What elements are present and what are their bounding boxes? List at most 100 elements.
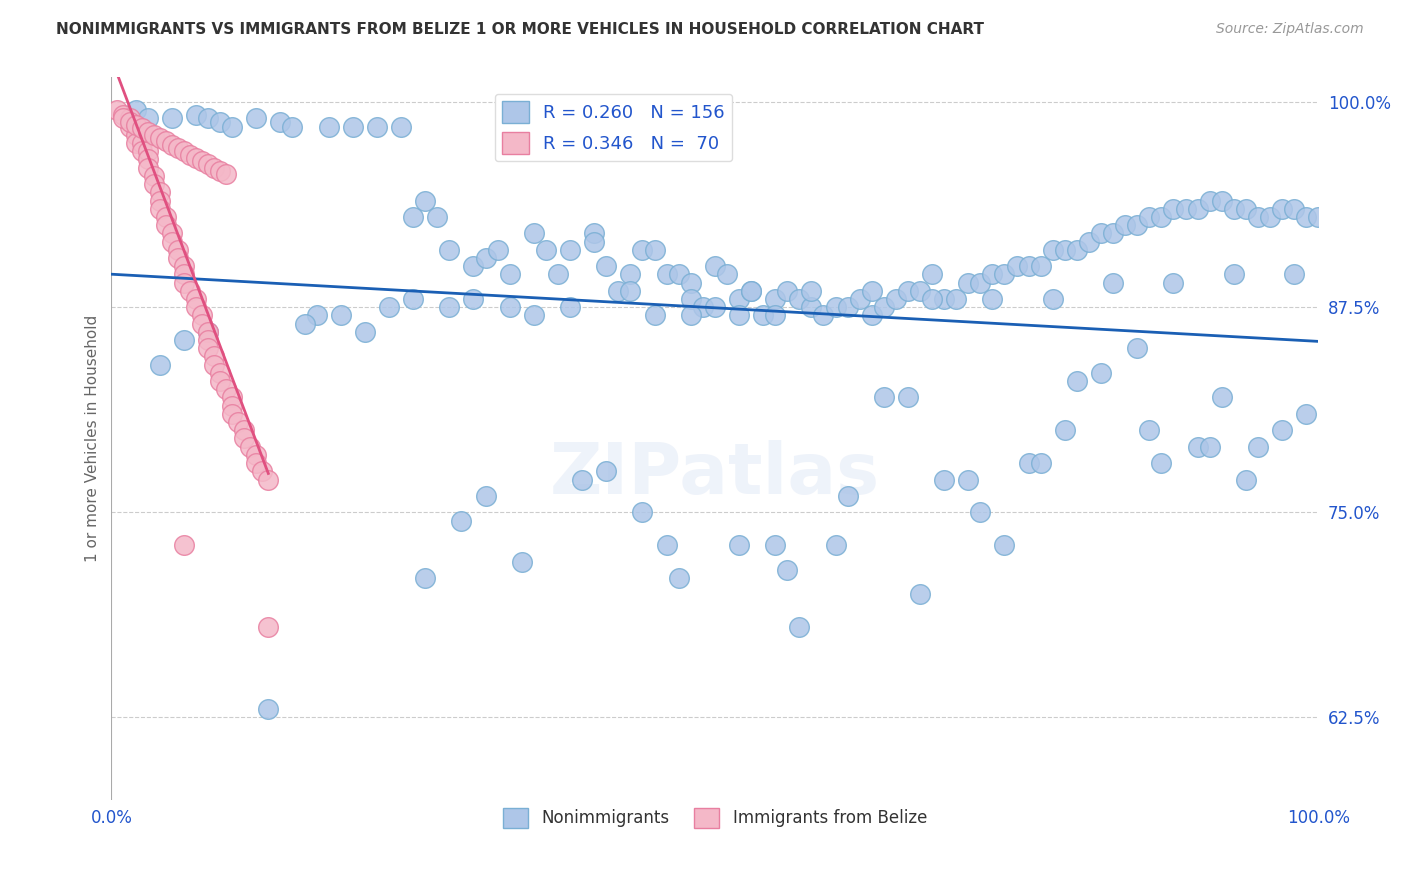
Point [463, 259, 485, 273]
Point [305, 309, 328, 323]
Point [202, 161, 225, 175]
Point [547, 268, 569, 282]
Point [149, 194, 172, 208]
Point [1223, 202, 1246, 216]
Point [631, 505, 654, 519]
Point [1282, 202, 1305, 216]
Point [957, 276, 980, 290]
Point [776, 284, 799, 298]
Point [619, 284, 641, 298]
Point [595, 259, 617, 273]
Point [149, 186, 172, 200]
Point [136, 125, 159, 139]
Point [233, 423, 256, 437]
Point [1029, 456, 1052, 470]
Point [1271, 202, 1294, 216]
Point [884, 292, 907, 306]
Point [166, 251, 188, 265]
Point [486, 243, 509, 257]
Point [439, 243, 461, 257]
Point [692, 300, 714, 314]
Point [318, 120, 340, 134]
Point [595, 464, 617, 478]
Point [1234, 473, 1257, 487]
Point [1005, 259, 1028, 273]
Point [474, 489, 496, 503]
Point [981, 292, 1004, 306]
Point [860, 309, 883, 323]
Point [149, 131, 172, 145]
Point [184, 300, 207, 314]
Point [1029, 259, 1052, 273]
Point [1053, 423, 1076, 437]
Point [1137, 210, 1160, 224]
Point [131, 136, 153, 150]
Point [124, 128, 146, 142]
Point [619, 268, 641, 282]
Y-axis label: 1 or more Vehicles in Household: 1 or more Vehicles in Household [86, 315, 100, 562]
Point [1066, 374, 1088, 388]
Point [728, 538, 751, 552]
Point [571, 473, 593, 487]
Point [558, 300, 581, 314]
Point [202, 350, 225, 364]
Point [160, 137, 183, 152]
Legend: Nonimmigrants, Immigrants from Belize: Nonimmigrants, Immigrants from Belize [496, 801, 934, 835]
Point [1018, 456, 1040, 470]
Point [583, 235, 606, 249]
Point [107, 103, 129, 118]
Point [499, 300, 522, 314]
Point [202, 358, 225, 372]
Point [142, 169, 165, 183]
Point [131, 121, 153, 136]
Point [226, 415, 249, 429]
Point [257, 620, 280, 634]
Point [294, 317, 316, 331]
Point [136, 145, 159, 159]
Text: NONIMMIGRANTS VS IMMIGRANTS FROM BELIZE 1 OR MORE VEHICLES IN HOUSEHOLD CORRELAT: NONIMMIGRANTS VS IMMIGRANTS FROM BELIZE … [56, 22, 984, 37]
Point [245, 448, 267, 462]
Point [1271, 423, 1294, 437]
Point [118, 112, 141, 126]
Point [499, 268, 522, 282]
Point [740, 284, 762, 298]
Point [558, 243, 581, 257]
Point [197, 325, 219, 339]
Point [969, 505, 991, 519]
Point [191, 154, 214, 169]
Point [679, 309, 702, 323]
Point [655, 268, 678, 282]
Point [668, 268, 690, 282]
Point [1102, 227, 1125, 241]
Point [450, 514, 472, 528]
Point [1090, 227, 1112, 241]
Point [1090, 366, 1112, 380]
Point [426, 210, 449, 224]
Point [184, 292, 207, 306]
Point [257, 702, 280, 716]
Point [112, 108, 135, 122]
Point [644, 309, 666, 323]
Point [142, 128, 165, 142]
Point [252, 464, 274, 478]
Point [703, 259, 725, 273]
Text: Source: ZipAtlas.com: Source: ZipAtlas.com [1216, 22, 1364, 37]
Point [215, 167, 238, 181]
Point [197, 325, 219, 339]
Point [813, 309, 835, 323]
Point [1163, 276, 1185, 290]
Point [439, 300, 461, 314]
Point [945, 292, 967, 306]
Point [969, 276, 991, 290]
Point [173, 333, 195, 347]
Point [1102, 276, 1125, 290]
Point [1018, 259, 1040, 273]
Point [413, 194, 436, 208]
Point [1078, 235, 1101, 249]
Point [179, 284, 201, 298]
Point [131, 145, 153, 159]
Point [523, 227, 546, 241]
Point [1247, 440, 1270, 454]
Point [908, 587, 931, 601]
Point [716, 268, 738, 282]
